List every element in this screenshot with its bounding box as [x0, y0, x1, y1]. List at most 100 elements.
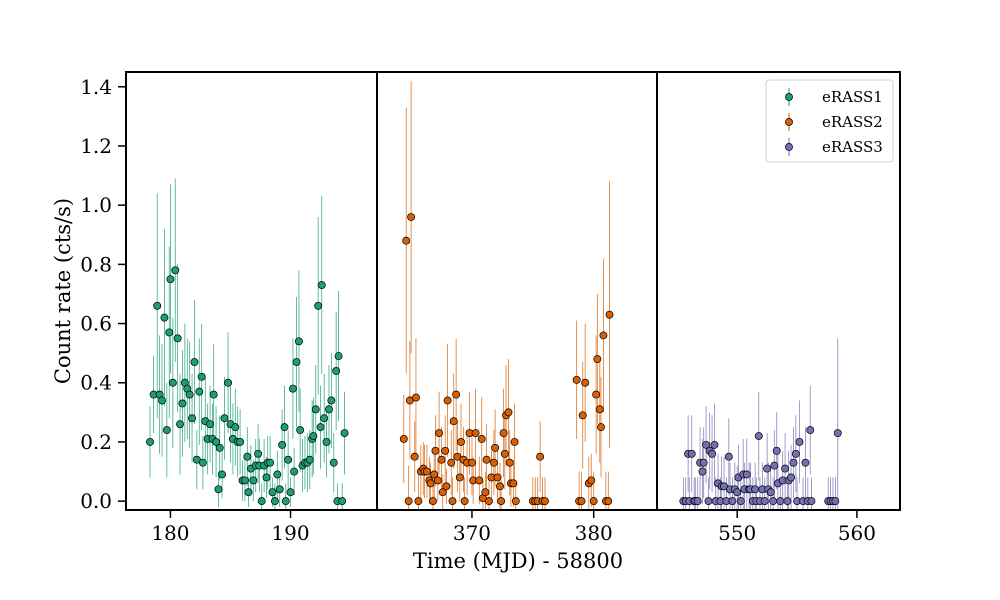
- data-point-eRASS2-62: [536, 452, 545, 461]
- data-point-eRASS2-64: [541, 497, 549, 506]
- y-tick-label-6: 1.2: [80, 134, 112, 158]
- data-point-eRASS3-22: [724, 452, 733, 461]
- data-point-eRASS3-35: [751, 485, 760, 494]
- data-point-eRASS3-26: [733, 488, 742, 497]
- data-point-eRASS1-25: [206, 420, 215, 429]
- data-point-eRASS1-29: [214, 485, 223, 494]
- y-tick-label-2: 0.4: [80, 371, 112, 395]
- data-point-eRASS1-4: [158, 396, 166, 405]
- data-point-eRASS2-42: [482, 455, 491, 464]
- data-point-eRASS1-81: [329, 458, 338, 467]
- legend-marker-eRASS2: [785, 118, 793, 126]
- data-point-eRASS2-50: [499, 429, 508, 438]
- data-point-eRASS2-5: [410, 452, 419, 461]
- data-point-eRASS3-40: [760, 497, 769, 506]
- legend-label-eRASS3: eRASS3: [822, 138, 883, 156]
- data-point-eRASS2-67: [577, 497, 586, 506]
- data-point-eRASS3-37: [754, 432, 763, 440]
- data-point-eRASS2-24: [447, 458, 456, 467]
- data-point-eRASS1-60: [284, 455, 293, 464]
- data-point-eRASS3-55: [791, 449, 800, 458]
- data-point-eRASS2-73: [592, 390, 601, 399]
- data-point-eRASS1-79: [325, 405, 333, 414]
- data-point-eRASS2-68: [578, 411, 587, 420]
- data-point-eRASS2-47: [493, 473, 502, 482]
- data-point-eRASS2-38: [475, 476, 484, 485]
- data-point-eRASS2-11: [422, 467, 431, 476]
- data-point-eRASS1-74: [314, 301, 323, 310]
- data-point-eRASS2-69: [581, 378, 590, 387]
- legend-marker-eRASS3: [785, 143, 793, 151]
- data-point-eRASS2-25: [448, 497, 457, 506]
- data-point-eRASS1-53: [268, 488, 277, 497]
- data-point-eRASS3-45: [770, 461, 779, 470]
- data-point-eRASS1-72: [309, 432, 318, 440]
- data-point-eRASS1-46: [254, 449, 263, 458]
- data-point-eRASS1-0: [146, 437, 154, 446]
- data-point-eRASS3-41: [763, 464, 772, 473]
- data-point-eRASS2-39: [477, 435, 486, 443]
- data-point-eRASS2-45: [489, 458, 498, 467]
- data-point-eRASS2-37: [471, 429, 480, 438]
- data-point-eRASS1-5: [160, 313, 169, 322]
- x-tick-label-2-1: 560: [838, 521, 876, 545]
- data-point-eRASS1-85: [338, 497, 347, 506]
- data-point-eRASS1-40: [240, 476, 249, 485]
- data-point-eRASS3-48: [776, 497, 785, 506]
- data-point-eRASS2-1: [402, 236, 411, 245]
- data-point-eRASS1-75: [316, 423, 325, 432]
- data-point-eRASS1-50: [262, 473, 271, 482]
- data-point-eRASS1-56: [275, 485, 284, 494]
- x-axis-label: Time (MJD) - 58800: [413, 549, 623, 573]
- legend-box: [765, 79, 894, 163]
- data-point-eRASS3-46: [772, 446, 781, 455]
- y-tick-label-0: 0.0: [80, 489, 112, 513]
- data-point-eRASS1-6: [162, 426, 171, 435]
- ticks: 0.0 0.2 0.4 0.6 0.8 1.0 1.2 1.4 180 190 370 380 550 5…: [80, 75, 876, 545]
- data-point-eRASS1-21: [197, 372, 206, 381]
- data-point-eRASS1-13: [178, 399, 187, 408]
- data-point-eRASS1-57: [278, 440, 287, 449]
- data-point-eRASS1-70: [305, 455, 314, 464]
- data-point-eRASS2-80: [605, 310, 614, 319]
- data-point-eRASS1-38: [236, 437, 245, 446]
- data-point-eRASS3-53: [787, 473, 796, 482]
- y-axis-label: Count rate (cts/s): [51, 198, 75, 384]
- x-tick-label-2-0: 550: [718, 521, 756, 545]
- data-point-eRASS1-62: [288, 384, 297, 393]
- data-point-eRASS2-29: [455, 473, 464, 482]
- data-point-eRASS1-64: [292, 358, 301, 366]
- data-point-eRASS1-82: [332, 366, 341, 375]
- data-point-eRASS3-59: [801, 458, 810, 467]
- data-point-eRASS2-16: [431, 446, 440, 455]
- data-point-eRASS1-33: [224, 378, 233, 387]
- data-point-eRASS3-66: [831, 497, 840, 506]
- markers: [146, 213, 842, 506]
- data-point-eRASS3-15: [710, 440, 719, 449]
- data-point-eRASS1-66: [296, 426, 305, 435]
- data-point-eRASS1-9: [168, 378, 177, 387]
- data-point-eRASS3-51: [783, 497, 792, 506]
- data-point-eRASS1-22: [198, 458, 207, 467]
- data-point-eRASS2-2: [404, 497, 413, 506]
- data-point-eRASS2-51: [500, 449, 509, 458]
- data-point-eRASS2-6: [412, 393, 420, 402]
- legend-label-eRASS1: eRASS1: [822, 88, 883, 106]
- legend-marker-eRASS1: [785, 93, 793, 101]
- y-tick-label-1: 0.2: [80, 430, 112, 454]
- data-point-eRASS3-10: [699, 458, 708, 467]
- data-point-eRASS1-41: [243, 452, 252, 461]
- data-point-eRASS2-7: [414, 497, 423, 506]
- data-point-eRASS1-7: [165, 328, 174, 337]
- data-point-eRASS2-0: [399, 435, 408, 443]
- data-point-eRASS1-54: [270, 497, 279, 506]
- data-point-eRASS2-79: [604, 497, 613, 506]
- data-point-eRASS2-49: [497, 497, 506, 506]
- data-point-eRASS2-27: [452, 390, 461, 399]
- data-point-eRASS1-10: [171, 266, 180, 275]
- data-point-eRASS3-9: [698, 467, 707, 476]
- data-point-eRASS1-52: [266, 458, 275, 467]
- data-point-eRASS1-20: [195, 387, 204, 396]
- data-point-eRASS2-41: [481, 488, 490, 497]
